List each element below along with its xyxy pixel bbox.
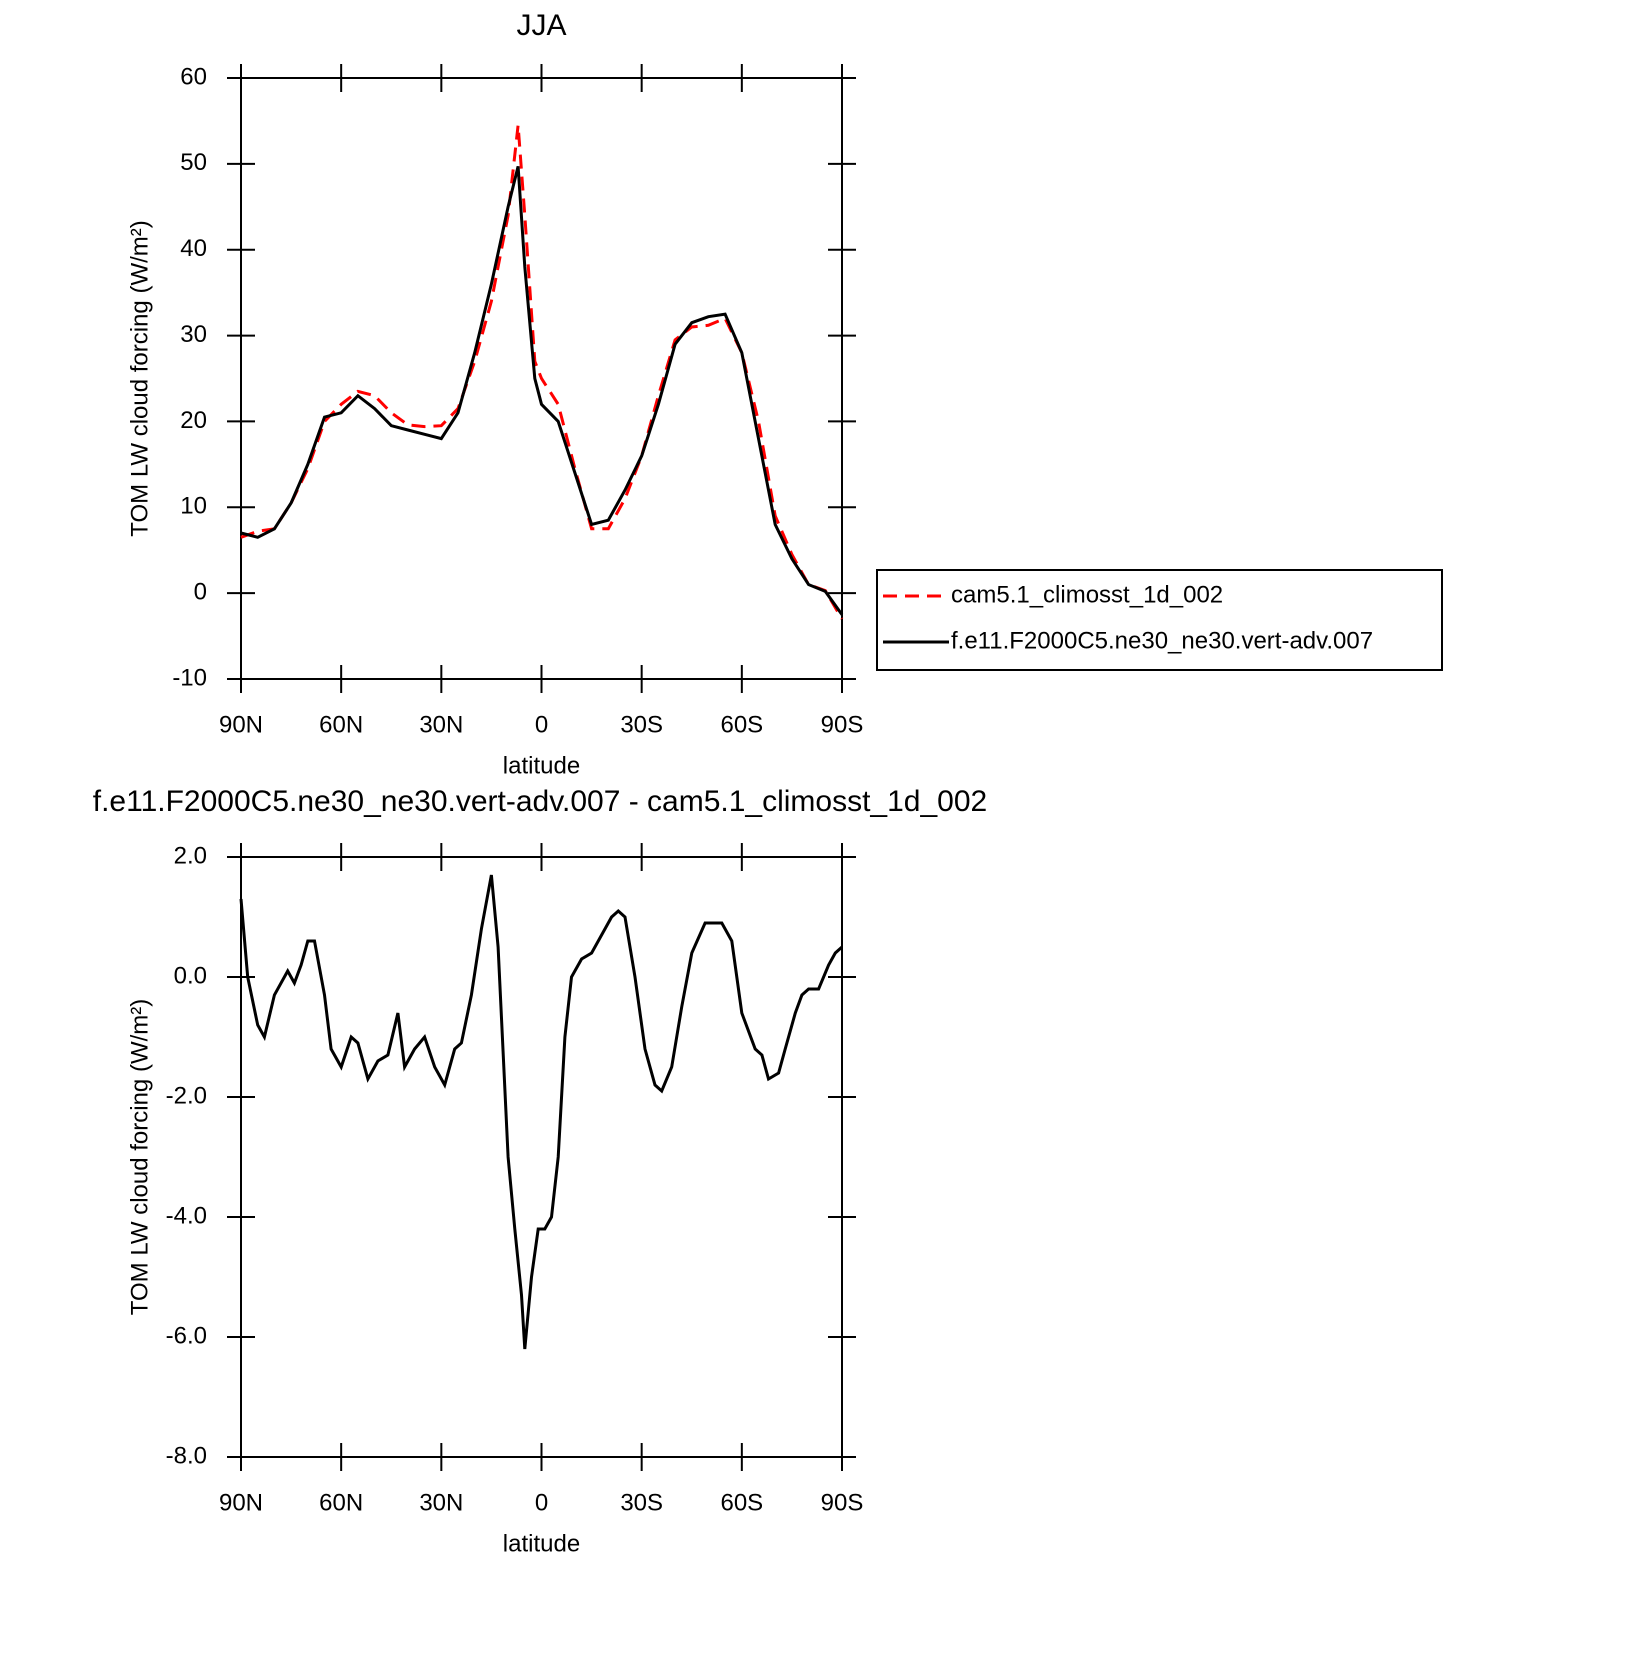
x-tick-label: 60S: [720, 1489, 763, 1516]
x-tick-label: 90N: [219, 1489, 263, 1516]
data-line: [240, 125, 844, 620]
y-axis-label: TOM LW cloud forcing (W/m²): [126, 220, 153, 536]
y-tick-label: 20: [180, 407, 207, 434]
legend-label: f.e11.F2000C5.ne30_ne30.vert-adv.007: [951, 627, 1373, 654]
y-axis-label: TOM LW cloud forcing (W/m²): [126, 999, 153, 1315]
x-tick-label: 60N: [319, 1489, 363, 1516]
y-tick-label: -8.0: [166, 1442, 207, 1469]
x-tick-label: 90S: [821, 1489, 864, 1516]
x-tick-label: 60N: [319, 711, 363, 738]
y-tick-label: -4.0: [166, 1202, 207, 1229]
x-axis-label: latitude: [503, 752, 580, 779]
plot-frame: [240, 856, 843, 1458]
x-tick-label: 60S: [720, 711, 763, 738]
x-tick-label: 0: [535, 1489, 548, 1516]
x-tick-label: 30N: [419, 1489, 463, 1516]
x-tick-label: 0: [535, 711, 548, 738]
data-line: [240, 166, 844, 616]
y-tick-label: 0: [194, 578, 207, 605]
y-tick-label: -6.0: [166, 1322, 207, 1349]
x-tick-label: 30S: [620, 1489, 663, 1516]
y-tick-label: 60: [180, 63, 207, 90]
x-tick-label: 90N: [219, 711, 263, 738]
legend-label: cam5.1_climosst_1d_002: [951, 581, 1223, 608]
legend-box: [876, 569, 1443, 671]
y-tick-label: -2.0: [166, 1082, 207, 1109]
x-axis-label: latitude: [503, 1530, 580, 1557]
y-tick-label: 30: [180, 321, 207, 348]
y-tick-label: 2.0: [174, 842, 207, 869]
y-tick-label: 40: [180, 235, 207, 262]
x-tick-label: 30N: [419, 711, 463, 738]
chart-title: f.e11.F2000C5.ne30_ne30.vert-adv.007 - c…: [93, 785, 987, 818]
y-tick-label: 0.0: [174, 962, 207, 989]
data-line: [239, 874, 844, 1350]
chart-title: JJA: [516, 9, 566, 42]
y-tick-label: 50: [180, 149, 207, 176]
y-tick-label: 10: [180, 493, 207, 520]
x-tick-label: 30S: [620, 711, 663, 738]
x-tick-label: 90S: [821, 711, 864, 738]
y-tick-label: -10: [172, 664, 207, 691]
